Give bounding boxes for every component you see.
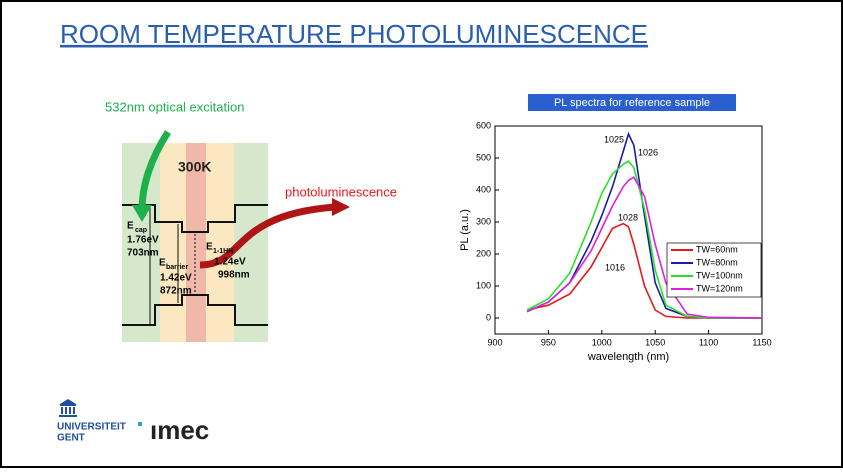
peak-annotation: 1026	[638, 147, 658, 157]
x-tick-label: 900	[487, 337, 502, 347]
y-tick-label: 300	[476, 216, 491, 226]
institute-logo: ımec	[150, 415, 209, 445]
x-tick-label: 1000	[592, 337, 612, 347]
temperature-label: 300K	[178, 159, 211, 175]
well-energy: 1.24eV	[214, 257, 246, 268]
legend-label: TW=80nm	[696, 257, 738, 267]
university-name: UNIVERSITEIT	[57, 422, 126, 433]
y-tick-label: 100	[476, 280, 491, 290]
x-tick-label: 1100	[699, 337, 718, 347]
x-axis-label: wavelength (nm)	[587, 351, 669, 363]
y-axis-label: PL (a.u.)	[459, 209, 471, 251]
y-tick-label: 200	[476, 248, 491, 258]
cap-sub: cap	[135, 227, 147, 234]
peak-annotation: 1028	[618, 212, 638, 222]
page: ROOM TEMPERATURE PHOTOLUMINESCENCE 532nm…	[0, 0, 843, 473]
x-tick-label: 950	[541, 337, 556, 347]
barrier-wavelength: 872nm	[160, 286, 192, 297]
peak-annotation: 1016	[605, 262, 625, 272]
barrier-sub: barrier	[166, 264, 188, 271]
imec-dot	[138, 422, 142, 426]
well-sub: 1-1HH	[213, 248, 233, 255]
cap-energy: 1.76eV	[127, 235, 159, 246]
peak-annotation: 1025	[604, 134, 624, 144]
cap-wavelength: 703nm	[127, 248, 159, 259]
x-tick-label: 1050	[645, 337, 665, 347]
emission-label: photoluminescence	[285, 184, 397, 199]
y-tick-label: 500	[476, 152, 491, 162]
well-symbol: E	[206, 242, 213, 253]
legend-label: TW=120nm	[696, 283, 743, 293]
chart-title: PL spectra for reference sample	[554, 97, 710, 109]
slide: ROOM TEMPERATURE PHOTOLUMINESCENCE 532nm…	[0, 0, 843, 468]
slide-title: ROOM TEMPERATURE PHOTOLUMINESCENCE	[60, 19, 648, 49]
cap-symbol: E	[127, 221, 134, 232]
legend-label: TW=60nm	[696, 244, 738, 254]
y-tick-label: 600	[476, 120, 491, 130]
x-tick-label: 1150	[752, 337, 771, 347]
well-wavelength: 998nm	[218, 270, 250, 281]
legend-label: TW=100nm	[696, 270, 743, 280]
y-tick-label: 400	[476, 184, 491, 194]
excitation-label: 532nm optical excitation	[105, 99, 244, 114]
barrier-energy: 1.42eV	[160, 273, 192, 284]
barrier-symbol: E	[159, 258, 166, 269]
y-tick-label: 0	[486, 312, 491, 322]
university-city: GENT	[57, 433, 85, 444]
